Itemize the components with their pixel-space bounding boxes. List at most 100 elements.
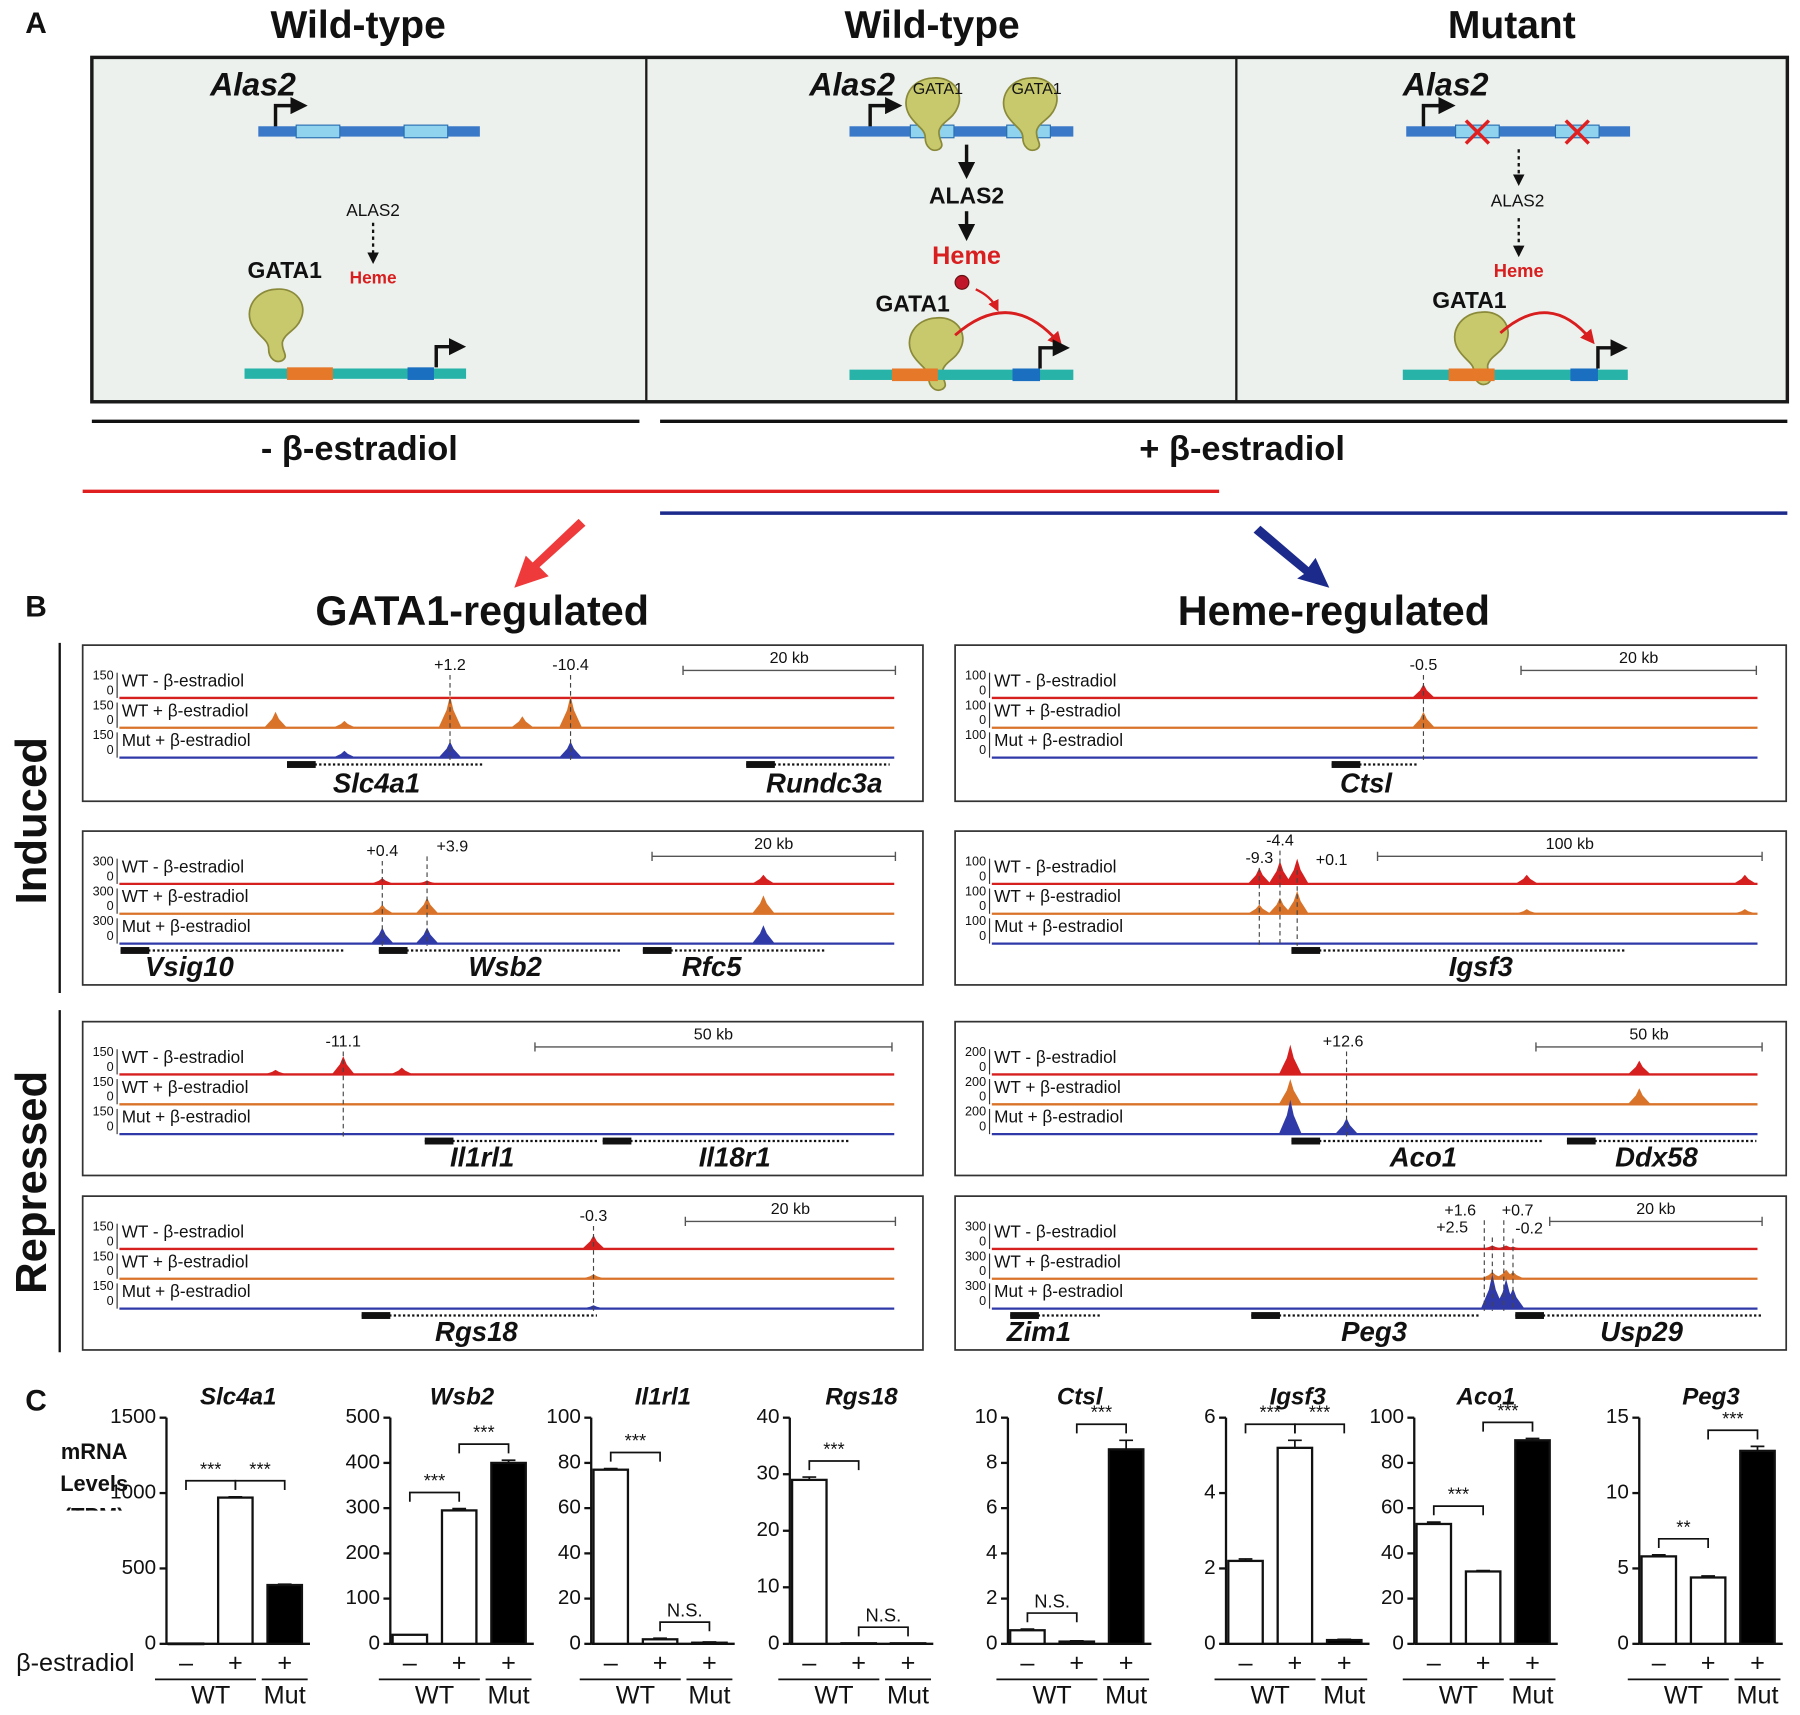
- significance-bracket: [1075, 1423, 1128, 1434]
- track-label: Mut + β-estradiol: [994, 1281, 1123, 1301]
- significance-bracket: [659, 1621, 711, 1632]
- condition-label: - β-estradiol: [261, 430, 458, 468]
- gene-bar: [1406, 126, 1631, 137]
- gene-exon: [642, 947, 672, 954]
- y-max-label: 300: [93, 914, 114, 928]
- error-bar: [1337, 1638, 1352, 1641]
- gata-site: [295, 124, 341, 139]
- gata-site: [287, 367, 333, 380]
- y-tick-label: 2: [1204, 1556, 1216, 1579]
- factor-label: GATA1: [248, 257, 323, 283]
- scale-bar: [1376, 851, 1763, 861]
- y-tick-label: 100: [546, 1405, 580, 1428]
- peak-label: +0.4: [366, 842, 398, 860]
- group-label: WT: [1251, 1681, 1290, 1709]
- x-tick-label: –: [1652, 1649, 1667, 1677]
- error-bar: [1701, 1575, 1716, 1578]
- gene-name: Alas2: [808, 67, 895, 103]
- x-tick-label: –: [1020, 1649, 1035, 1677]
- heme-label: Heme: [932, 242, 1001, 270]
- significance-label: ***: [1091, 1402, 1112, 1423]
- promoter-arrow: [868, 96, 903, 129]
- gata-site: [403, 124, 449, 139]
- y-min-label: 0: [979, 899, 986, 913]
- y-max-label: 100: [965, 854, 986, 868]
- factor-label: GATA1: [913, 80, 963, 98]
- red-arrow: [514, 518, 586, 588]
- gene-name: Usp29: [1600, 1316, 1683, 1347]
- y-tick-label: 20: [1381, 1586, 1404, 1609]
- gene-exon: [1566, 1137, 1596, 1145]
- peak-label: -11.1: [326, 1033, 361, 1051]
- y-tick-label: 500: [122, 1556, 156, 1579]
- chart-title: Peg3: [1682, 1384, 1740, 1411]
- error-bar: [1426, 1521, 1441, 1524]
- y-min-label: 0: [979, 1294, 986, 1308]
- y-tick-label: 0: [1392, 1631, 1404, 1654]
- chart-title: Ctsl: [1057, 1384, 1104, 1411]
- scale-label: 20 kb: [770, 649, 809, 667]
- gene-name: Il18r1: [699, 1142, 771, 1173]
- group-label: Mut: [264, 1681, 306, 1709]
- track-label: Mut + β-estradiol: [122, 916, 251, 936]
- group-label: WT: [814, 1681, 853, 1709]
- significance-label: ***: [823, 1438, 844, 1459]
- x-tick-label: +: [1701, 1649, 1716, 1677]
- y-min-label: 0: [107, 1090, 114, 1104]
- x-tick-label: +: [653, 1649, 668, 1677]
- peak-label: -4.4: [1266, 832, 1294, 850]
- product-label: ALAS2: [929, 183, 1004, 209]
- track-label: WT + β-estradiol: [994, 700, 1121, 720]
- gene-name: Ddx58: [1615, 1142, 1698, 1173]
- y-max-label: 300: [965, 1249, 986, 1263]
- scale-bar: [1549, 1216, 1763, 1226]
- y-min-label: 0: [107, 1294, 114, 1308]
- row-label: Repressed: [8, 1071, 56, 1294]
- y-max-label: 150: [93, 1249, 114, 1263]
- significance-bracket: [1432, 1505, 1485, 1516]
- peak-label: +12.6: [1323, 1033, 1364, 1051]
- x-tick-label: +: [1525, 1649, 1540, 1677]
- track-label: WT - β-estradiol: [994, 1047, 1116, 1067]
- signal-peak: [1733, 874, 1757, 884]
- error-bar: [501, 1459, 516, 1463]
- y-max-label: 150: [93, 1045, 114, 1059]
- peak-label: +0.1: [1316, 851, 1348, 869]
- error-bar: [1287, 1439, 1302, 1448]
- y-tick-label: 0: [986, 1631, 998, 1654]
- promoter-arrow: [1596, 339, 1628, 369]
- y-tick-label: 4: [1204, 1481, 1216, 1504]
- y-max-label: 100: [965, 884, 986, 898]
- significance-bracket: [1294, 1423, 1346, 1434]
- track-label: WT + β-estradiol: [994, 1251, 1121, 1271]
- gene-bar: [849, 126, 1074, 137]
- y-tick-label: 10: [975, 1405, 998, 1428]
- mutation-mark: [1464, 119, 1590, 145]
- y-tick-label: 500: [346, 1405, 380, 1428]
- chart-title: Wsb2: [430, 1384, 495, 1411]
- error-bar: [277, 1583, 292, 1586]
- error-bar: [802, 1476, 817, 1480]
- x-tick-label: +: [501, 1649, 516, 1677]
- bar: [1276, 1446, 1314, 1645]
- y-min-label: 0: [107, 899, 114, 913]
- peak-label: +0.7: [1502, 1201, 1534, 1219]
- significance-bracket: [808, 1460, 860, 1471]
- error-bar: [1020, 1628, 1035, 1631]
- y-max-label: 100: [965, 698, 986, 712]
- y-tick-label: 30: [756, 1462, 779, 1485]
- track-label: WT - β-estradiol: [122, 670, 244, 690]
- y-tick-label: 0: [569, 1631, 581, 1654]
- significance-bracket: [857, 1626, 909, 1637]
- peak-label: -0.2: [1515, 1220, 1543, 1238]
- factor-label: GATA1: [875, 290, 950, 316]
- gata-site: [1448, 368, 1495, 382]
- y-min-label: 0: [979, 929, 986, 943]
- chart-title: Il1rl1: [635, 1384, 691, 1411]
- bar: [840, 1642, 878, 1645]
- y-tick-label: 80: [1381, 1450, 1404, 1473]
- scale-bar: [684, 1216, 897, 1226]
- x-tick-label: +: [1750, 1649, 1765, 1677]
- y-tick-label: 10: [756, 1575, 779, 1598]
